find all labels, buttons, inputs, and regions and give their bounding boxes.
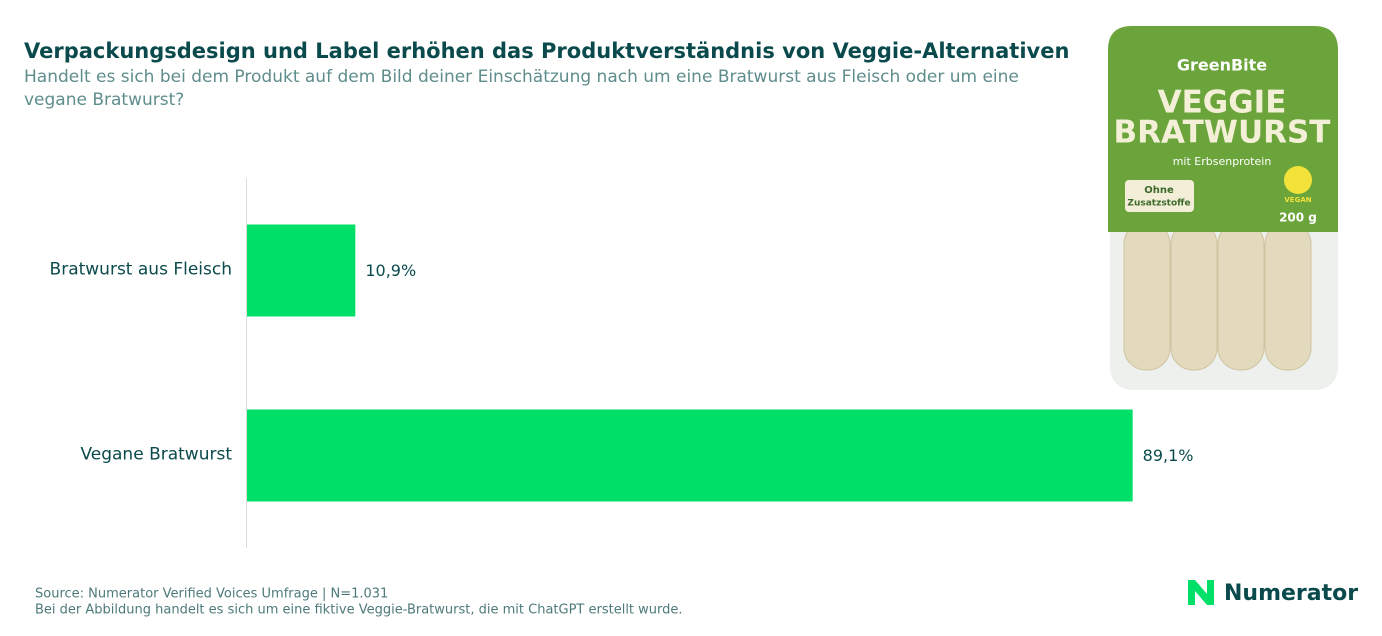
product-name: BRATWURST — [1114, 115, 1331, 151]
product-image: GreenBite VEGGIE BRATWURST mit Erbsenpro… — [1108, 26, 1338, 390]
badge-text: Ohne — [1144, 185, 1174, 196]
value-label: 10,9% — [365, 261, 416, 280]
logo: Numerator — [1188, 580, 1358, 606]
chart-title: Verpackungsdesign und Label erhöhen das … — [24, 39, 1069, 63]
weight: 200 g — [1279, 211, 1317, 225]
note: Bei der Abbildung handelt es sich um ein… — [35, 603, 683, 618]
source: Source: Numerator Verified Voices Umfrag… — [35, 587, 388, 602]
product-name: VEGGIE — [1158, 85, 1287, 121]
bar — [247, 224, 356, 317]
brand: GreenBite — [1177, 56, 1267, 75]
category-label: Bratwurst aus Fleisch — [50, 260, 232, 280]
badge-text: Zusatzstoffe — [1127, 199, 1190, 209]
badge — [1125, 180, 1194, 212]
subtitle-box: Handelt es sich bei dem Produkt auf dem … — [24, 67, 1019, 110]
category-label: Vegane Bratwurst — [80, 445, 232, 465]
bar — [247, 409, 1133, 502]
logo-icon — [1188, 580, 1214, 605]
vegan-icon — [1284, 166, 1312, 194]
value-label: 89,1% — [1143, 446, 1194, 465]
chart-subtitle: Handelt es sich bei dem Produkt auf dem … — [24, 67, 1019, 110]
logo-text: Numerator — [1224, 581, 1358, 606]
sausages — [1123, 221, 1312, 371]
claim: mit Erbsenprotein — [1173, 155, 1272, 168]
vegan-text: VEGAN — [1284, 196, 1311, 204]
